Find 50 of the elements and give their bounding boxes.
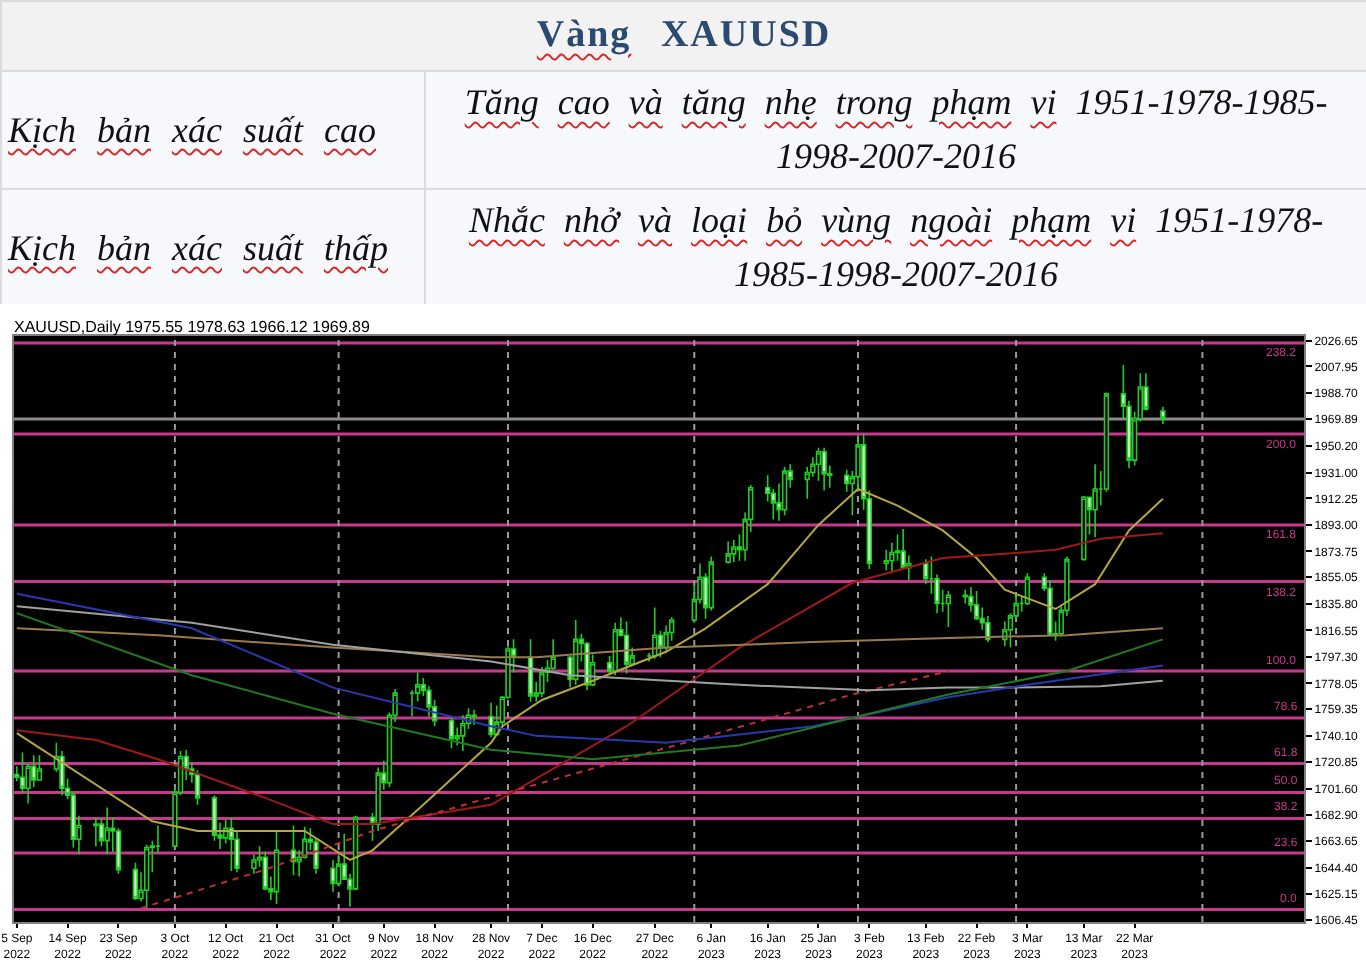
candlestick (781, 466, 788, 517)
candlestick (132, 861, 139, 901)
candlestick (1047, 579, 1053, 636)
candlestick (448, 717, 455, 750)
candlestick (815, 446, 822, 482)
candlestick (945, 590, 952, 628)
candlestick (883, 548, 889, 572)
candlestick (652, 606, 658, 660)
candlestick (539, 666, 545, 699)
candlestick (59, 750, 65, 796)
candlestick (731, 539, 737, 563)
line-series (140, 670, 950, 910)
candlestick (330, 859, 336, 893)
candlestick (488, 701, 494, 739)
line-series (15, 532, 1164, 826)
candlestick (708, 555, 714, 612)
candlestick (1081, 495, 1087, 562)
candlestick (573, 619, 579, 686)
candlestick (889, 542, 895, 574)
candlestick (471, 708, 477, 726)
candlestick (1160, 406, 1166, 425)
text: Kịch bản xác suất cao (8, 109, 376, 149)
candlestick (962, 588, 968, 605)
candlestick (1092, 463, 1098, 539)
candlestick (426, 685, 432, 718)
candlestick (623, 620, 630, 675)
candlestick (663, 624, 669, 652)
candlestick (669, 616, 675, 642)
candlestick (968, 586, 974, 613)
text: Kịch bản xác suất thấp (8, 227, 389, 267)
candlestick (143, 843, 150, 910)
candlestick (36, 754, 43, 781)
candlestick (262, 850, 268, 892)
candlestick (194, 769, 201, 806)
candlestick (725, 540, 731, 565)
candlestick (273, 830, 280, 905)
line-series (15, 627, 1164, 659)
candlestick (104, 806, 110, 856)
candlestick (228, 816, 235, 872)
text: Vàng XAUUSD (1, 1, 1366, 71)
text: Nhắc nhở và loại bỏ vùng ngoài phạm vi 1951-1978-1985-1998-2007-2016 (468, 200, 1324, 294)
candlestick (93, 816, 99, 847)
line-series (15, 592, 1164, 744)
candlestick (821, 446, 827, 492)
candlestick (985, 615, 991, 643)
chart-title: XAUUSD,Daily 1975.55 1978.63 1966.12 1969.89 (14, 318, 371, 336)
line-series (15, 488, 1164, 861)
candlestick (460, 714, 466, 752)
line-series (15, 612, 1164, 761)
candlestick (251, 853, 257, 875)
